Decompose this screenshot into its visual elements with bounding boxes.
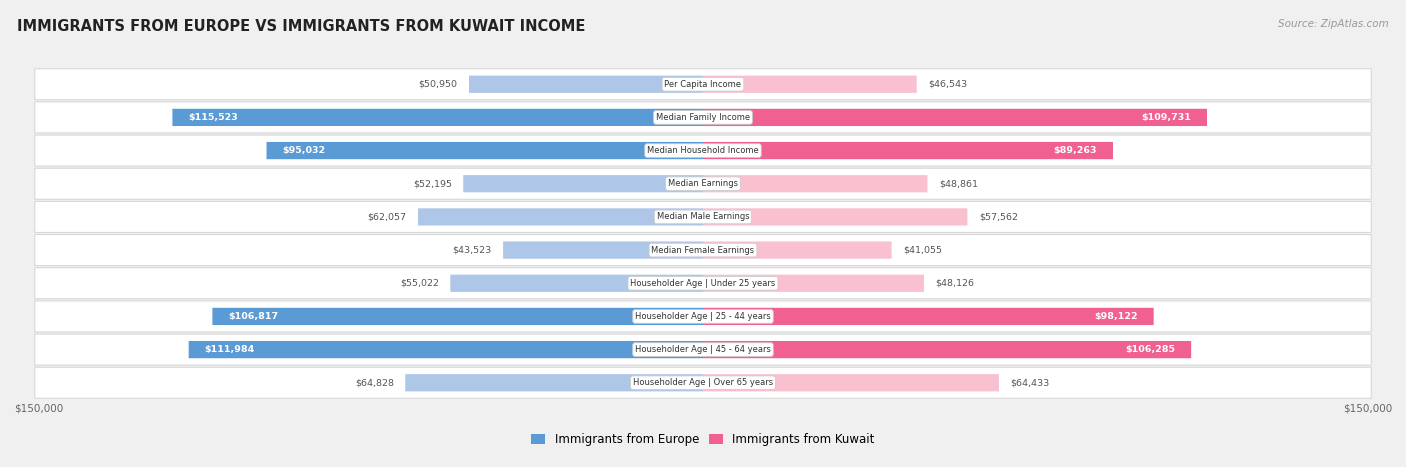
FancyBboxPatch shape	[405, 374, 703, 391]
FancyBboxPatch shape	[35, 201, 1371, 233]
Text: Householder Age | Under 25 years: Householder Age | Under 25 years	[630, 279, 776, 288]
FancyBboxPatch shape	[703, 308, 1154, 325]
Text: $95,032: $95,032	[283, 146, 326, 155]
Text: $115,523: $115,523	[188, 113, 238, 122]
Text: $106,285: $106,285	[1125, 345, 1175, 354]
FancyBboxPatch shape	[703, 275, 924, 292]
Text: IMMIGRANTS FROM EUROPE VS IMMIGRANTS FROM KUWAIT INCOME: IMMIGRANTS FROM EUROPE VS IMMIGRANTS FRO…	[17, 19, 585, 34]
FancyBboxPatch shape	[173, 109, 703, 126]
FancyBboxPatch shape	[35, 168, 1371, 199]
Text: Source: ZipAtlas.com: Source: ZipAtlas.com	[1278, 19, 1389, 28]
Text: $64,433: $64,433	[1011, 378, 1050, 387]
Text: $109,731: $109,731	[1142, 113, 1191, 122]
Text: $41,055: $41,055	[903, 246, 942, 255]
Text: Householder Age | 45 - 64 years: Householder Age | 45 - 64 years	[636, 345, 770, 354]
Text: $50,950: $50,950	[419, 80, 457, 89]
FancyBboxPatch shape	[703, 241, 891, 259]
FancyBboxPatch shape	[450, 275, 703, 292]
Text: $106,817: $106,817	[228, 312, 278, 321]
Text: Per Capita Income: Per Capita Income	[665, 80, 741, 89]
Text: Median Earnings: Median Earnings	[668, 179, 738, 188]
Text: $48,861: $48,861	[939, 179, 979, 188]
Text: Median Male Earnings: Median Male Earnings	[657, 212, 749, 221]
FancyBboxPatch shape	[703, 208, 967, 226]
FancyBboxPatch shape	[35, 69, 1371, 100]
FancyBboxPatch shape	[703, 109, 1206, 126]
FancyBboxPatch shape	[470, 76, 703, 93]
Text: Median Female Earnings: Median Female Earnings	[651, 246, 755, 255]
FancyBboxPatch shape	[35, 301, 1371, 332]
FancyBboxPatch shape	[703, 374, 998, 391]
Text: $98,122: $98,122	[1094, 312, 1137, 321]
FancyBboxPatch shape	[503, 241, 703, 259]
FancyBboxPatch shape	[35, 234, 1371, 266]
FancyBboxPatch shape	[188, 341, 703, 358]
Text: $150,000: $150,000	[14, 403, 63, 414]
Text: Householder Age | 25 - 44 years: Householder Age | 25 - 44 years	[636, 312, 770, 321]
FancyBboxPatch shape	[418, 208, 703, 226]
FancyBboxPatch shape	[267, 142, 703, 159]
FancyBboxPatch shape	[35, 268, 1371, 299]
FancyBboxPatch shape	[463, 175, 703, 192]
Text: Median Family Income: Median Family Income	[657, 113, 749, 122]
Text: Median Household Income: Median Household Income	[647, 146, 759, 155]
FancyBboxPatch shape	[35, 334, 1371, 365]
FancyBboxPatch shape	[212, 308, 703, 325]
Legend: Immigrants from Europe, Immigrants from Kuwait: Immigrants from Europe, Immigrants from …	[531, 433, 875, 446]
FancyBboxPatch shape	[703, 76, 917, 93]
Text: $55,022: $55,022	[399, 279, 439, 288]
Text: $62,057: $62,057	[367, 212, 406, 221]
Text: $52,195: $52,195	[413, 179, 451, 188]
FancyBboxPatch shape	[703, 175, 928, 192]
FancyBboxPatch shape	[35, 135, 1371, 166]
Text: $64,828: $64,828	[354, 378, 394, 387]
Text: $150,000: $150,000	[1343, 403, 1392, 414]
Text: $46,543: $46,543	[928, 80, 967, 89]
Text: $89,263: $89,263	[1053, 146, 1097, 155]
Text: $48,126: $48,126	[935, 279, 974, 288]
FancyBboxPatch shape	[35, 102, 1371, 133]
FancyBboxPatch shape	[35, 367, 1371, 398]
Text: $43,523: $43,523	[453, 246, 492, 255]
Text: $57,562: $57,562	[979, 212, 1018, 221]
FancyBboxPatch shape	[703, 341, 1191, 358]
Text: Householder Age | Over 65 years: Householder Age | Over 65 years	[633, 378, 773, 387]
Text: $111,984: $111,984	[205, 345, 254, 354]
FancyBboxPatch shape	[703, 142, 1114, 159]
